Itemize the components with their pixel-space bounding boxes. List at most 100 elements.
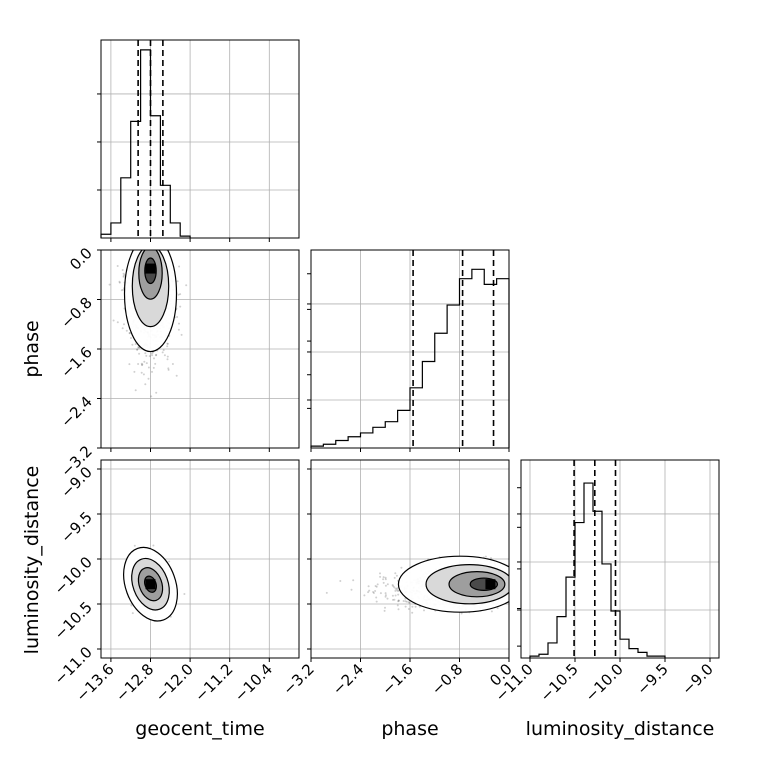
sample-point [178, 322, 180, 325]
sample-point [391, 584, 394, 586]
sample-point [384, 595, 387, 598]
sample-point [392, 585, 395, 588]
x-tick-label: −10.4 [231, 660, 276, 705]
sample-point [136, 348, 139, 351]
sample-point [177, 328, 180, 331]
sample-point [166, 355, 169, 358]
sample-point [134, 343, 137, 346]
sample-point [136, 348, 139, 351]
sample-point [175, 374, 178, 377]
x-tick-label: −10.0 [582, 660, 627, 705]
histogram-step [310, 268, 510, 448]
sample-point [325, 591, 328, 594]
density-peak-cell [145, 263, 156, 274]
sample-point [386, 583, 389, 586]
sample-point [116, 265, 119, 267]
sample-point [131, 612, 134, 615]
x-tick-label: −9.5 [633, 660, 671, 698]
sample-point [128, 332, 131, 334]
sample-point [177, 293, 180, 296]
sample-point [166, 342, 169, 345]
sample-point [167, 368, 170, 371]
sample-point [382, 581, 385, 584]
sample-point [150, 395, 153, 398]
sample-point [153, 357, 155, 360]
sample-point [155, 391, 158, 394]
y-axis-label: luminosity_distance [21, 466, 43, 655]
hist-panel-luminosity_distance [517, 459, 720, 659]
sample-point [382, 576, 385, 579]
sample-point [411, 605, 414, 608]
sample-point [180, 333, 183, 336]
sample-point [121, 327, 124, 330]
sample-point [397, 599, 400, 602]
y-tick-label: −2.4 [57, 393, 95, 431]
axes-frame [100, 39, 300, 239]
sample-point [122, 275, 125, 278]
x-tick-label: −1.6 [378, 660, 416, 698]
sample-point [140, 362, 143, 365]
sample-point [405, 600, 408, 603]
y-tick-label: −0.8 [57, 294, 95, 332]
sample-point [374, 590, 377, 592]
sample-point [138, 352, 141, 355]
sample-point [396, 589, 399, 592]
x-axis-label: luminosity_distance [526, 718, 715, 740]
sample-point [179, 305, 182, 308]
sample-point [143, 360, 146, 363]
sample-point [144, 383, 147, 386]
sample-point [141, 364, 143, 367]
x-tick-label: −0.8 [428, 660, 466, 698]
histogram-step [100, 49, 191, 238]
sample-point [392, 598, 394, 601]
sample-point [350, 588, 353, 591]
sample-point [133, 544, 136, 547]
sample-point [122, 274, 125, 277]
panel-content [108, 250, 188, 398]
sample-point [166, 345, 169, 348]
sample-point [128, 332, 131, 335]
sample-point [152, 366, 155, 369]
sample-point [155, 354, 157, 357]
sample-point [484, 555, 487, 558]
sample-point [379, 575, 382, 578]
sample-point [141, 363, 144, 366]
sample-point [150, 352, 153, 355]
sample-point [108, 283, 111, 286]
hist-panel-phase [307, 249, 510, 449]
sample-point [154, 362, 157, 365]
sample-point [396, 604, 399, 607]
sample-point [161, 351, 164, 354]
sample-point [407, 601, 410, 604]
sample-point [411, 611, 414, 614]
sample-point [395, 588, 398, 591]
y-tick-label: −1.6 [57, 343, 95, 381]
x-axis-label: geocent_time [135, 718, 264, 740]
sample-point [400, 566, 403, 569]
sample-point [137, 346, 140, 349]
sample-point [394, 589, 397, 592]
hist-panel-geocent_time [97, 39, 300, 239]
sample-point [404, 605, 407, 608]
sample-point [496, 607, 499, 610]
sample-point [397, 599, 400, 602]
sample-point [386, 597, 389, 600]
y-tick-label: −9.5 [57, 508, 95, 546]
sample-point [140, 371, 143, 374]
sample-point [148, 355, 151, 358]
sample-point [167, 367, 170, 370]
sample-point [133, 370, 136, 373]
sample-point [163, 354, 166, 357]
sample-point [367, 585, 370, 588]
sample-point [490, 557, 492, 560]
sample-point [151, 354, 154, 357]
sample-point [166, 342, 169, 345]
y-axis-label: phase [21, 320, 43, 377]
sample-point [155, 353, 158, 356]
sample-point [176, 316, 179, 318]
sample-point [375, 600, 378, 603]
sample-point [423, 609, 425, 612]
sample-point [122, 288, 125, 291]
sample-point [376, 583, 379, 586]
